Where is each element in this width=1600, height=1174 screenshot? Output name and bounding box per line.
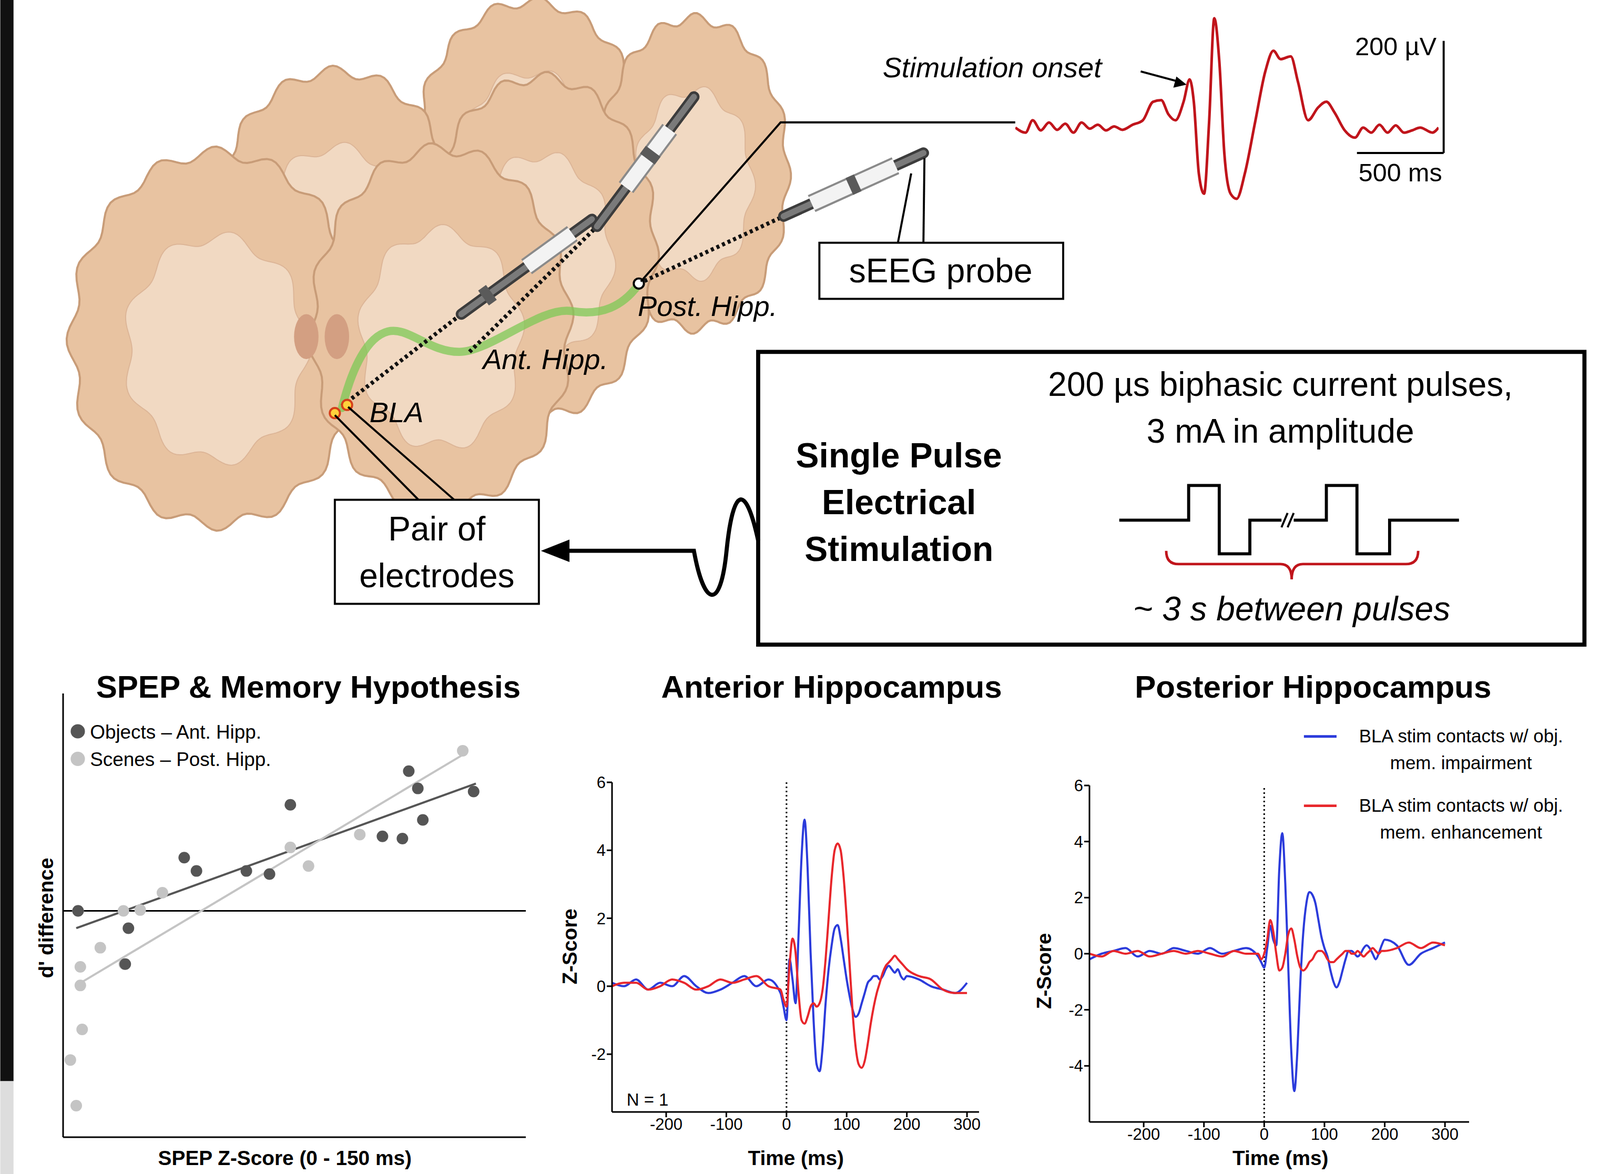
svg-text:BLA: BLA bbox=[369, 396, 424, 429]
svg-text:Single Pulse: Single Pulse bbox=[796, 435, 1003, 475]
svg-text:Z-Score: Z-Score bbox=[558, 908, 582, 985]
svg-text:Time (ms): Time (ms) bbox=[1232, 1146, 1329, 1170]
svg-text:0: 0 bbox=[1074, 944, 1084, 964]
svg-text:200: 200 bbox=[1371, 1125, 1399, 1144]
svg-text:200: 200 bbox=[893, 1115, 921, 1134]
svg-text:0: 0 bbox=[781, 1115, 791, 1134]
svg-text:-100: -100 bbox=[709, 1115, 743, 1134]
svg-text:d' difference: d' difference bbox=[34, 857, 58, 978]
svg-text:Stimulation: Stimulation bbox=[804, 529, 994, 569]
svg-text:Posterior Hippocampus: Posterior Hippocampus bbox=[1134, 669, 1492, 705]
svg-text:sEEG probe: sEEG probe bbox=[849, 251, 1033, 290]
svg-text:Objects – Ant. Hipp.: Objects – Ant. Hipp. bbox=[89, 721, 262, 743]
svg-text:4: 4 bbox=[596, 841, 606, 860]
svg-text:3 mA in amplitude: 3 mA in amplitude bbox=[1146, 412, 1415, 451]
svg-text:Z-Score: Z-Score bbox=[1032, 933, 1056, 1010]
svg-text:4: 4 bbox=[1074, 832, 1084, 852]
svg-text:2: 2 bbox=[596, 909, 606, 929]
svg-text:N = 1: N = 1 bbox=[626, 1089, 669, 1110]
svg-text:100: 100 bbox=[832, 1115, 861, 1134]
svg-text:mem. impairment: mem. impairment bbox=[1390, 752, 1533, 773]
svg-text:BLA stim contacts w/ obj.: BLA stim contacts w/ obj. bbox=[1359, 795, 1564, 816]
svg-text:BLA stim contacts w/ obj.: BLA stim contacts w/ obj. bbox=[1359, 725, 1564, 747]
svg-text:6: 6 bbox=[1074, 776, 1084, 796]
svg-text:-200: -200 bbox=[1127, 1125, 1160, 1144]
svg-text:~ 3 s between pulses: ~ 3 s between pulses bbox=[1133, 589, 1451, 628]
svg-text:0: 0 bbox=[596, 977, 606, 996]
svg-text:500 ms: 500 ms bbox=[1358, 158, 1443, 187]
svg-text:Anterior Hippocampus: Anterior Hippocampus bbox=[661, 669, 1003, 705]
svg-text:electrodes: electrodes bbox=[359, 556, 515, 595]
svg-text:Pair of: Pair of bbox=[388, 510, 486, 548]
svg-text:100: 100 bbox=[1310, 1125, 1339, 1144]
svg-text:200 µV: 200 µV bbox=[1354, 32, 1437, 61]
svg-text:Ant. Hipp.: Ant. Hipp. bbox=[481, 343, 608, 376]
svg-text:-2: -2 bbox=[590, 1045, 606, 1064]
svg-text:-2: -2 bbox=[1068, 1001, 1084, 1020]
svg-text:200 µs biphasic current pulses: 200 µs biphasic current pulses, bbox=[1047, 365, 1513, 404]
svg-text:Time (ms): Time (ms) bbox=[747, 1146, 844, 1170]
svg-text:300: 300 bbox=[1431, 1125, 1459, 1144]
svg-text:Electrical: Electrical bbox=[821, 482, 976, 522]
svg-text:Post. Hipp.: Post. Hipp. bbox=[637, 290, 778, 323]
svg-text:-200: -200 bbox=[649, 1115, 683, 1134]
svg-text:2: 2 bbox=[1074, 888, 1084, 907]
svg-text:mem. enhancement: mem. enhancement bbox=[1379, 821, 1543, 843]
svg-text:SPEP Z-Score (0 - 150 ms): SPEP Z-Score (0 - 150 ms) bbox=[158, 1146, 412, 1170]
svg-text:-100: -100 bbox=[1187, 1125, 1221, 1144]
svg-text:6: 6 bbox=[596, 773, 606, 792]
svg-text:SPEP & Memory Hypothesis: SPEP & Memory Hypothesis bbox=[96, 669, 522, 705]
svg-text:0: 0 bbox=[1259, 1125, 1269, 1144]
svg-text:300: 300 bbox=[953, 1115, 981, 1134]
svg-text:Stimulation onset: Stimulation onset bbox=[882, 51, 1104, 84]
svg-text:-4: -4 bbox=[1068, 1056, 1084, 1076]
svg-text:Scenes – Post. Hipp.: Scenes – Post. Hipp. bbox=[89, 748, 271, 771]
